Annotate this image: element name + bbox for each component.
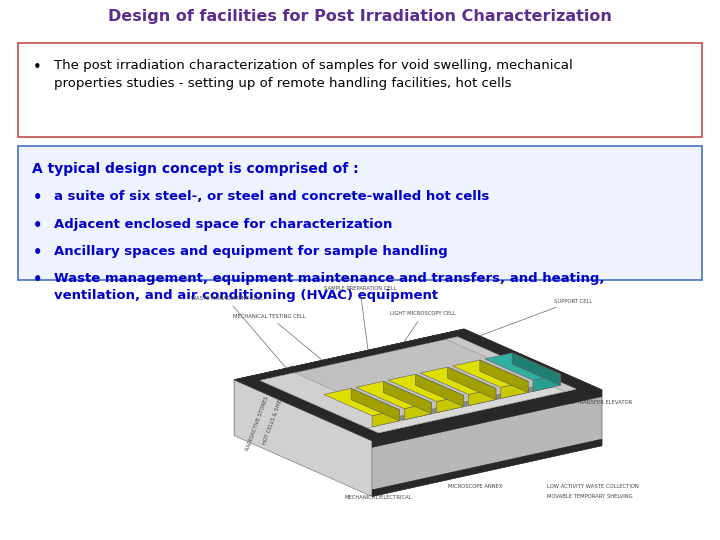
Polygon shape — [485, 353, 560, 380]
Polygon shape — [533, 374, 560, 392]
Polygon shape — [260, 373, 413, 433]
Polygon shape — [234, 329, 602, 441]
Polygon shape — [324, 388, 400, 416]
Polygon shape — [372, 390, 602, 448]
Polygon shape — [234, 329, 602, 441]
Polygon shape — [367, 384, 576, 433]
Text: •: • — [32, 60, 41, 75]
Polygon shape — [420, 367, 496, 394]
Text: LIGHT MICROSCOPY CELL: LIGHT MICROSCOPY CELL — [390, 311, 456, 356]
FancyBboxPatch shape — [18, 146, 702, 280]
Text: MOVABLE TEMPORARY SHELVING: MOVABLE TEMPORARY SHELVING — [547, 494, 633, 499]
Polygon shape — [512, 353, 560, 386]
Polygon shape — [234, 329, 464, 436]
Polygon shape — [448, 367, 496, 400]
Text: SUPPORT CELL: SUPPORT CELL — [460, 299, 592, 343]
Text: Design of facilities for Post Irradiation Characterization: Design of facilities for Post Irradiatio… — [108, 9, 612, 24]
Polygon shape — [453, 360, 528, 387]
Polygon shape — [501, 381, 528, 399]
Text: MECHANICAL/ELECTRICAL: MECHANICAL/ELECTRICAL — [344, 494, 412, 499]
Polygon shape — [372, 410, 400, 427]
Polygon shape — [383, 381, 431, 414]
Text: MICROSCOPE ANNEX: MICROSCOPE ANNEX — [448, 484, 502, 489]
Polygon shape — [404, 403, 431, 420]
Text: •: • — [32, 245, 42, 260]
Text: •: • — [32, 218, 42, 233]
Text: Waste management, equipment maintenance and transfers, and heating,
ventilation,: Waste management, equipment maintenance … — [54, 272, 605, 302]
Polygon shape — [234, 380, 372, 497]
Text: LOW ACTIVITY WASTE COLLECTION: LOW ACTIVITY WASTE COLLECTION — [547, 484, 639, 489]
Text: •: • — [32, 190, 42, 205]
Text: A typical design concept is comprised of :: A typical design concept is comprised of… — [32, 161, 359, 176]
Polygon shape — [446, 337, 576, 392]
Polygon shape — [395, 384, 554, 420]
Polygon shape — [372, 390, 602, 497]
Text: Ancillary spaces and equipment for sample handling: Ancillary spaces and equipment for sampl… — [54, 245, 448, 258]
Polygon shape — [356, 381, 431, 409]
Polygon shape — [388, 374, 464, 402]
Text: •: • — [32, 272, 42, 287]
Text: The post irradiation characterization of samples for void swelling, mechanical
p: The post irradiation characterization of… — [54, 59, 572, 90]
Polygon shape — [436, 395, 464, 413]
Polygon shape — [260, 337, 576, 433]
Text: WASTE MANAGEMENT CELL: WASTE MANAGEMENT CELL — [191, 296, 294, 377]
Text: Adjacent enclosed space for characterization: Adjacent enclosed space for characteriza… — [54, 218, 392, 231]
Polygon shape — [234, 329, 602, 441]
Text: SAMPLE TRANSFER ELEVATOR: SAMPLE TRANSFER ELEVATOR — [517, 360, 631, 405]
Text: HOT CELLS & SHIELDED STORES: HOT CELLS & SHIELDED STORES — [262, 364, 296, 446]
Polygon shape — [480, 360, 528, 393]
Polygon shape — [469, 388, 496, 406]
Text: MECHANICAL TESTING CELL: MECHANICAL TESTING CELL — [233, 314, 333, 369]
Polygon shape — [351, 388, 400, 421]
Polygon shape — [464, 329, 602, 446]
Text: SAMPLE PREPARATION CELL: SAMPLE PREPARATION CELL — [324, 286, 396, 361]
FancyBboxPatch shape — [18, 43, 702, 137]
Text: a suite of six steel-, or steel and concrete-walled hot cells: a suite of six steel-, or steel and conc… — [54, 190, 490, 204]
Text: RADIOACTIVE STORES: RADIOACTIVE STORES — [246, 395, 270, 451]
Polygon shape — [372, 439, 602, 497]
Polygon shape — [415, 374, 464, 407]
